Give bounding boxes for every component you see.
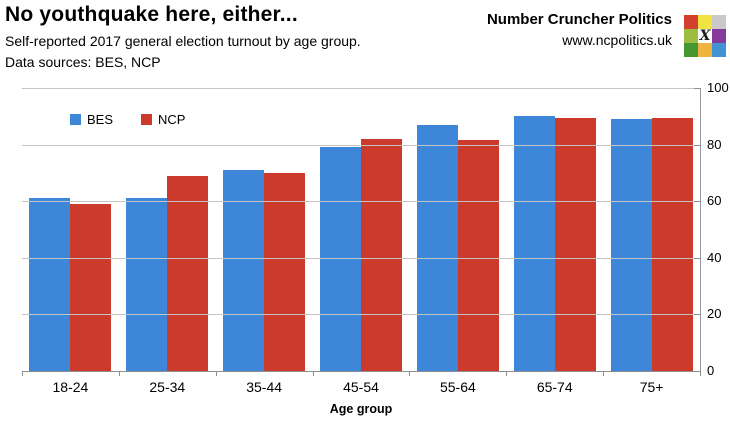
legend-swatch-icon bbox=[141, 114, 153, 125]
bar-group-25-34 bbox=[119, 88, 216, 371]
chart-subtitle: Self-reported 2017 general election turn… bbox=[5, 33, 361, 49]
category-label-25-34: 25-34 bbox=[149, 379, 186, 395]
bar-bes-65-74 bbox=[513, 116, 555, 371]
y-tick-label-20: 20 bbox=[707, 306, 722, 322]
bar-ncp-45-54 bbox=[361, 138, 402, 371]
bar-ncp-75+ bbox=[651, 117, 693, 371]
x-tick bbox=[22, 372, 23, 376]
bar-ncp-25-34 bbox=[167, 175, 209, 371]
plot-area: BES NCP bbox=[22, 88, 701, 376]
category-label-55-64: 55-64 bbox=[439, 379, 476, 395]
x-tick bbox=[215, 372, 217, 376]
logo-x-glyph: X bbox=[699, 28, 711, 44]
legend-label: NCP bbox=[158, 112, 186, 127]
bar-bes-18-24 bbox=[29, 198, 71, 371]
bar-group-55-64 bbox=[409, 88, 506, 371]
x-axis-labels: 18-24 25-34 35-44 45-54 55-64 65-74 75+ bbox=[22, 379, 700, 395]
x-tick bbox=[118, 372, 120, 376]
y-tick-100 bbox=[694, 88, 700, 89]
legend-item-ncp: NCP bbox=[141, 112, 185, 127]
category-label-65-74: 65-74 bbox=[536, 379, 573, 395]
gridline-80 bbox=[22, 144, 700, 146]
y-tick-label-40: 40 bbox=[707, 249, 722, 265]
bar-ncp-65-74 bbox=[554, 117, 596, 371]
bar-group-45-54 bbox=[313, 88, 410, 371]
logo-cell bbox=[712, 15, 726, 29]
logo-cell bbox=[698, 15, 712, 29]
legend: BES NCP bbox=[70, 112, 185, 127]
bar-ncp-55-64 bbox=[457, 140, 499, 371]
y-tick-20 bbox=[694, 314, 700, 316]
x-tick bbox=[409, 372, 411, 376]
gridline-100 bbox=[22, 88, 700, 89]
x-tick bbox=[700, 372, 701, 376]
y-tick-label-100: 100 bbox=[707, 80, 729, 95]
brand-block: Number Cruncher Politics www.ncpolitics.… bbox=[487, 11, 672, 48]
bar-bes-35-44 bbox=[223, 170, 265, 371]
y-tick-60 bbox=[694, 201, 700, 203]
y-tick-label-60: 60 bbox=[707, 193, 722, 209]
logo-cell: X bbox=[698, 28, 712, 44]
gridline-40 bbox=[22, 257, 700, 259]
logo-cell bbox=[698, 43, 712, 57]
bar-group-18-24 bbox=[22, 88, 119, 371]
category-label-35-44: 35-44 bbox=[246, 379, 283, 395]
bar-bes-45-54 bbox=[320, 147, 361, 371]
bar-group-65-74 bbox=[506, 88, 603, 371]
bar-group-75+ bbox=[603, 88, 700, 371]
y-axis-labels: 0 20 40 60 80 100 bbox=[707, 81, 730, 378]
bar-bes-25-34 bbox=[126, 198, 168, 371]
x-tick bbox=[506, 372, 508, 376]
logo-cell bbox=[684, 43, 698, 57]
category-label-18-24: 18-24 bbox=[52, 379, 89, 395]
legend-label: BES bbox=[87, 112, 114, 127]
logo-cell bbox=[684, 15, 698, 29]
bar-ncp-35-44 bbox=[264, 172, 306, 371]
brand-url: www.ncpolitics.uk bbox=[562, 32, 672, 48]
gridline-60 bbox=[22, 201, 700, 203]
ncp-logo-icon: X bbox=[684, 15, 726, 57]
logo-cell bbox=[684, 29, 698, 43]
x-axis-title: Age group bbox=[329, 402, 393, 416]
legend-item-bes: BES bbox=[70, 112, 113, 127]
category-label-75+: 75+ bbox=[639, 379, 664, 395]
y-tick-label-80: 80 bbox=[707, 136, 722, 152]
y-tick-80 bbox=[694, 144, 700, 146]
x-tick bbox=[603, 372, 605, 376]
category-label-45-54: 45-54 bbox=[343, 379, 379, 395]
bar-bes-75+ bbox=[610, 119, 652, 371]
bar-groups bbox=[22, 88, 700, 371]
logo-cell bbox=[712, 29, 726, 43]
page-title: No youthquake here, either... bbox=[5, 3, 298, 26]
logo-cell bbox=[712, 43, 726, 57]
y-tick-40 bbox=[694, 257, 700, 259]
data-sources: Data sources: BES, NCP bbox=[5, 54, 161, 70]
y-tick-label-0: 0 bbox=[707, 363, 715, 378]
brand-name: Number Cruncher Politics bbox=[486, 11, 672, 28]
legend-swatch-icon bbox=[70, 114, 81, 125]
bar-ncp-18-24 bbox=[70, 204, 112, 371]
gridline-20 bbox=[22, 314, 700, 316]
bar-bes-55-64 bbox=[416, 124, 458, 371]
bar-group-35-44 bbox=[216, 88, 313, 371]
x-tick bbox=[312, 372, 314, 376]
